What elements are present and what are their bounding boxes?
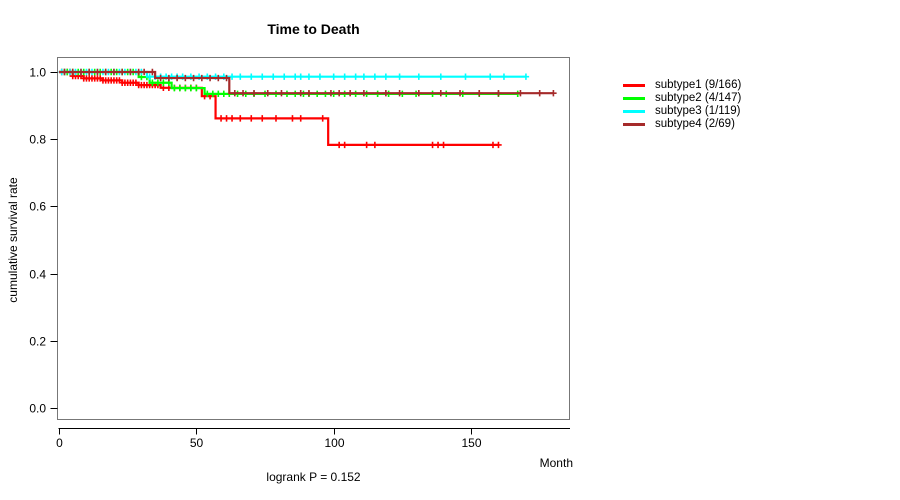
legend-label-subtype2: subtype2 (4/147): [655, 92, 742, 104]
x-tick-label: 0: [56, 436, 63, 450]
logrank-annotation: logrank P = 0.152: [266, 470, 361, 484]
censor-marks-subtype1: [58, 68, 502, 149]
y-axis-label: cumulative survival rate: [6, 177, 20, 303]
x-axis-label: Month: [539, 456, 573, 470]
y-tick-label: 0.6: [29, 200, 46, 214]
legend: subtype1 (9/166) subtype2 (4/147) subtype3…: [623, 79, 741, 131]
legend-item-subtype4: subtype4 (2/69): [623, 118, 741, 131]
survival-curve-subtype4: [59, 68, 557, 97]
y-tick-label: 0.0: [29, 402, 46, 416]
y-axis: 0.0 0.2 0.4 0.6 0.8 1.0: [29, 66, 58, 416]
legend-item-subtype1: subtype1 (9/166): [623, 79, 741, 92]
legend-label-subtype4: subtype4 (2/69): [655, 118, 735, 130]
legend-label-subtype1: subtype1 (9/166): [655, 79, 742, 91]
x-tick-label: 100: [324, 436, 344, 450]
legend-swatch-subtype3: [623, 110, 645, 113]
y-tick-label: 0.4: [29, 268, 46, 282]
censor-marks-subtype4: [61, 68, 557, 97]
x-tick-label: 150: [461, 436, 481, 450]
chart-title: Time to Death: [267, 21, 360, 37]
x-axis: 0 50 100 150: [56, 428, 570, 450]
survival-curve-subtype3: [58, 68, 530, 80]
x-tick-label: 50: [190, 436, 204, 450]
legend-item-subtype3: subtype3 (1/119): [623, 105, 741, 118]
y-tick-label: 0.2: [29, 335, 46, 349]
legend-label-subtype3: subtype3 (1/119): [655, 105, 741, 117]
y-tick-label: 1.0: [29, 66, 46, 80]
censor-marks-subtype3: [58, 68, 530, 80]
legend-item-subtype2: subtype2 (4/147): [623, 92, 741, 105]
survival-curve-subtype1: [58, 68, 502, 149]
legend-swatch-subtype1: [623, 84, 645, 87]
plot-box: [57, 57, 570, 420]
legend-swatch-subtype4: [623, 123, 645, 126]
legend-swatch-subtype2: [623, 97, 645, 100]
y-tick-label: 0.8: [29, 133, 46, 147]
